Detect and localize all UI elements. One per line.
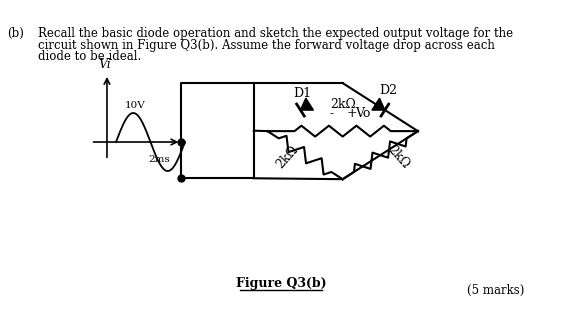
Text: Vi: Vi	[99, 58, 111, 71]
Text: (5 marks): (5 marks)	[466, 284, 524, 297]
Text: 2kΩ: 2kΩ	[331, 98, 356, 111]
Polygon shape	[372, 98, 385, 110]
Text: 2kΩ: 2kΩ	[274, 143, 301, 171]
Text: 2kΩ: 2kΩ	[385, 143, 412, 171]
Text: D2: D2	[379, 84, 397, 97]
Text: 10V: 10V	[125, 101, 146, 110]
Polygon shape	[301, 98, 314, 110]
Text: +: +	[346, 107, 357, 120]
Text: circuit shown in Figure Q3(b). Assume the forward voltage drop across each: circuit shown in Figure Q3(b). Assume th…	[38, 39, 495, 52]
Text: 2ms: 2ms	[149, 155, 171, 164]
Text: Vo: Vo	[355, 107, 370, 120]
Text: Figure Q3(b): Figure Q3(b)	[236, 277, 326, 290]
Text: -: -	[330, 107, 334, 120]
Text: D1: D1	[294, 88, 312, 100]
Text: (b): (b)	[7, 27, 24, 40]
Text: diode to be ideal.: diode to be ideal.	[38, 50, 141, 63]
Text: Recall the basic diode operation and sketch the expected output voltage for the: Recall the basic diode operation and ske…	[38, 27, 513, 40]
